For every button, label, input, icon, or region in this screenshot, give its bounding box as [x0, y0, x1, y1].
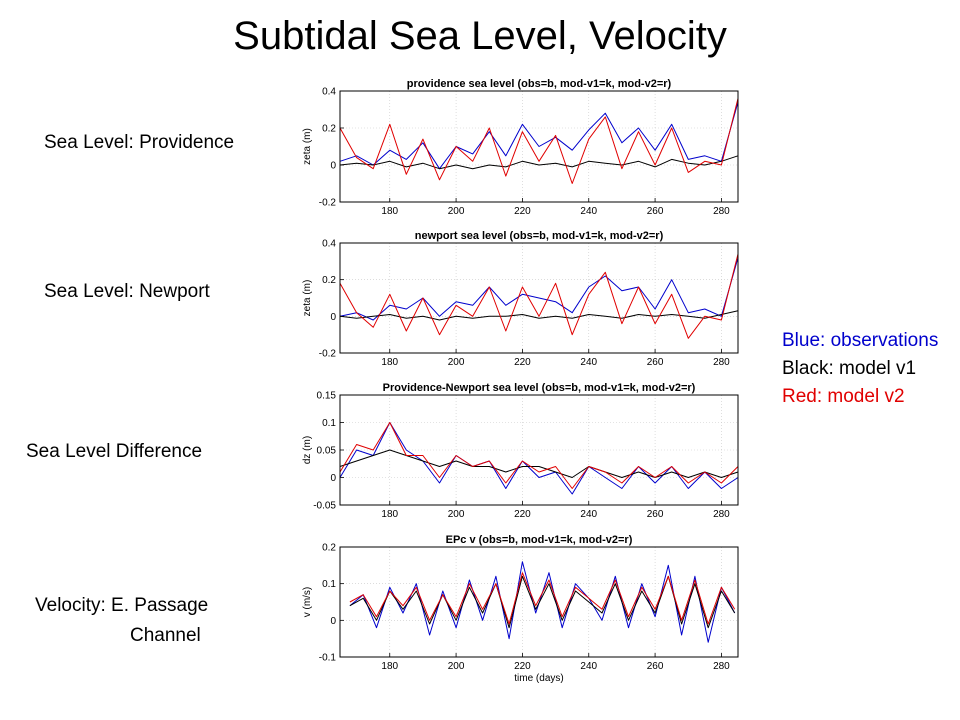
xtick-label-3-1: 200: [448, 661, 465, 672]
xtick-label-3-2: 220: [514, 661, 531, 672]
series-line-2-mod-v2: [339, 422, 739, 489]
ytick-label-2-0: -0.05: [313, 501, 336, 512]
label-velocity: Velocity: E. Passage: [35, 595, 209, 616]
xtick-label-3-0: 180: [381, 661, 398, 672]
ylabel-1: zeta (m): [302, 280, 313, 317]
xtick-label-0-4: 260: [647, 206, 664, 217]
ytick-label-0-1: 0: [330, 161, 336, 172]
xtick-label-2-5: 280: [713, 509, 730, 520]
ytick-label-2-4: 0.15: [317, 391, 337, 402]
ylabel-2: dz (m): [302, 436, 313, 464]
ytick-label-3-1: 0: [330, 616, 336, 627]
chart-title-2: Providence-Newport sea level (obs=b, mod…: [383, 382, 696, 394]
ytick-label-1-0: -0.2: [319, 349, 337, 360]
ytick-label-2-1: 0: [330, 473, 336, 484]
series-line-3-mod-v2: [349, 572, 736, 625]
series-line-0-obs: [339, 101, 739, 170]
plot-frame-3: [339, 546, 739, 658]
ytick-label-3-0: -0.1: [319, 653, 337, 664]
xtick-label-2-2: 220: [514, 509, 531, 520]
xtick-label-1-1: 200: [448, 357, 465, 368]
ytick-label-0-0: -0.2: [319, 198, 337, 209]
xtick-label-2-3: 240: [580, 509, 597, 520]
series-line-1-obs: [339, 257, 739, 321]
xtick-label-0-3: 240: [580, 206, 597, 217]
series-line-0-mod-v1: [339, 155, 739, 170]
xtick-label-0-1: 200: [448, 206, 465, 217]
ytick-label-2-2: 0.05: [317, 446, 337, 457]
xtick-label-2-0: 180: [381, 509, 398, 520]
xtick-label-0-0: 180: [381, 206, 398, 217]
ytick-label-1-3: 0.4: [322, 239, 336, 250]
series-line-0-mod-v2: [339, 98, 739, 184]
xtick-label-2-1: 200: [448, 509, 465, 520]
xtick-label-1-4: 260: [647, 357, 664, 368]
series-line-1-mod-v1: [339, 310, 739, 321]
ylabel-0: zeta (m): [302, 128, 313, 165]
ytick-label-1-2: 0.2: [322, 275, 336, 286]
ytick-label-0-3: 0.4: [322, 87, 336, 98]
ytick-label-2-3: 0.1: [322, 418, 336, 429]
plot-frame-2: [339, 394, 739, 506]
xtick-label-0-5: 280: [713, 206, 730, 217]
plot-frame-1: [339, 242, 739, 354]
xtick-label-2-4: 260: [647, 509, 664, 520]
ytick-label-1-1: 0: [330, 312, 336, 323]
series-line-1-mod-v2: [339, 253, 739, 339]
label-providence: Sea Level: Providence: [44, 132, 235, 153]
chart-title-1: newport sea level (obs=b, mod-v1=k, mod-…: [415, 230, 664, 242]
xtick-label-3-3: 240: [580, 661, 597, 672]
ytick-label-3-2: 0.1: [322, 579, 336, 590]
ytick-label-0-2: 0.2: [322, 124, 336, 135]
xtick-label-3-4: 260: [647, 661, 664, 672]
xtick-label-1-5: 280: [713, 357, 730, 368]
slide-title: Subtidal Sea Level, Velocity: [233, 14, 727, 58]
legend-observations: Blue: observations: [782, 330, 939, 351]
xtick-label-0-2: 220: [514, 206, 531, 217]
xlabel-3: time (days): [514, 673, 563, 684]
xtick-label-3-5: 280: [713, 661, 730, 672]
ytick-label-3-3: 0.2: [322, 543, 336, 554]
xtick-label-1-0: 180: [381, 357, 398, 368]
chart-title-0: providence sea level (obs=b, mod-v1=k, m…: [407, 78, 672, 90]
chart-title-3: EPc v (obs=b, mod-v1=k, mod-v2=r): [446, 534, 633, 546]
plot-frame-0: [339, 90, 739, 203]
label-velocity-channel: Channel: [130, 625, 201, 646]
ylabel-3: v (m/s): [302, 587, 313, 618]
legend-model-v2: Red: model v2: [782, 386, 905, 407]
xtick-label-1-2: 220: [514, 357, 531, 368]
xtick-label-1-3: 240: [580, 357, 597, 368]
legend-model-v1: Black: model v1: [782, 358, 917, 379]
label-difference: Sea Level Difference: [26, 441, 203, 462]
label-newport: Sea Level: Newport: [44, 281, 210, 302]
